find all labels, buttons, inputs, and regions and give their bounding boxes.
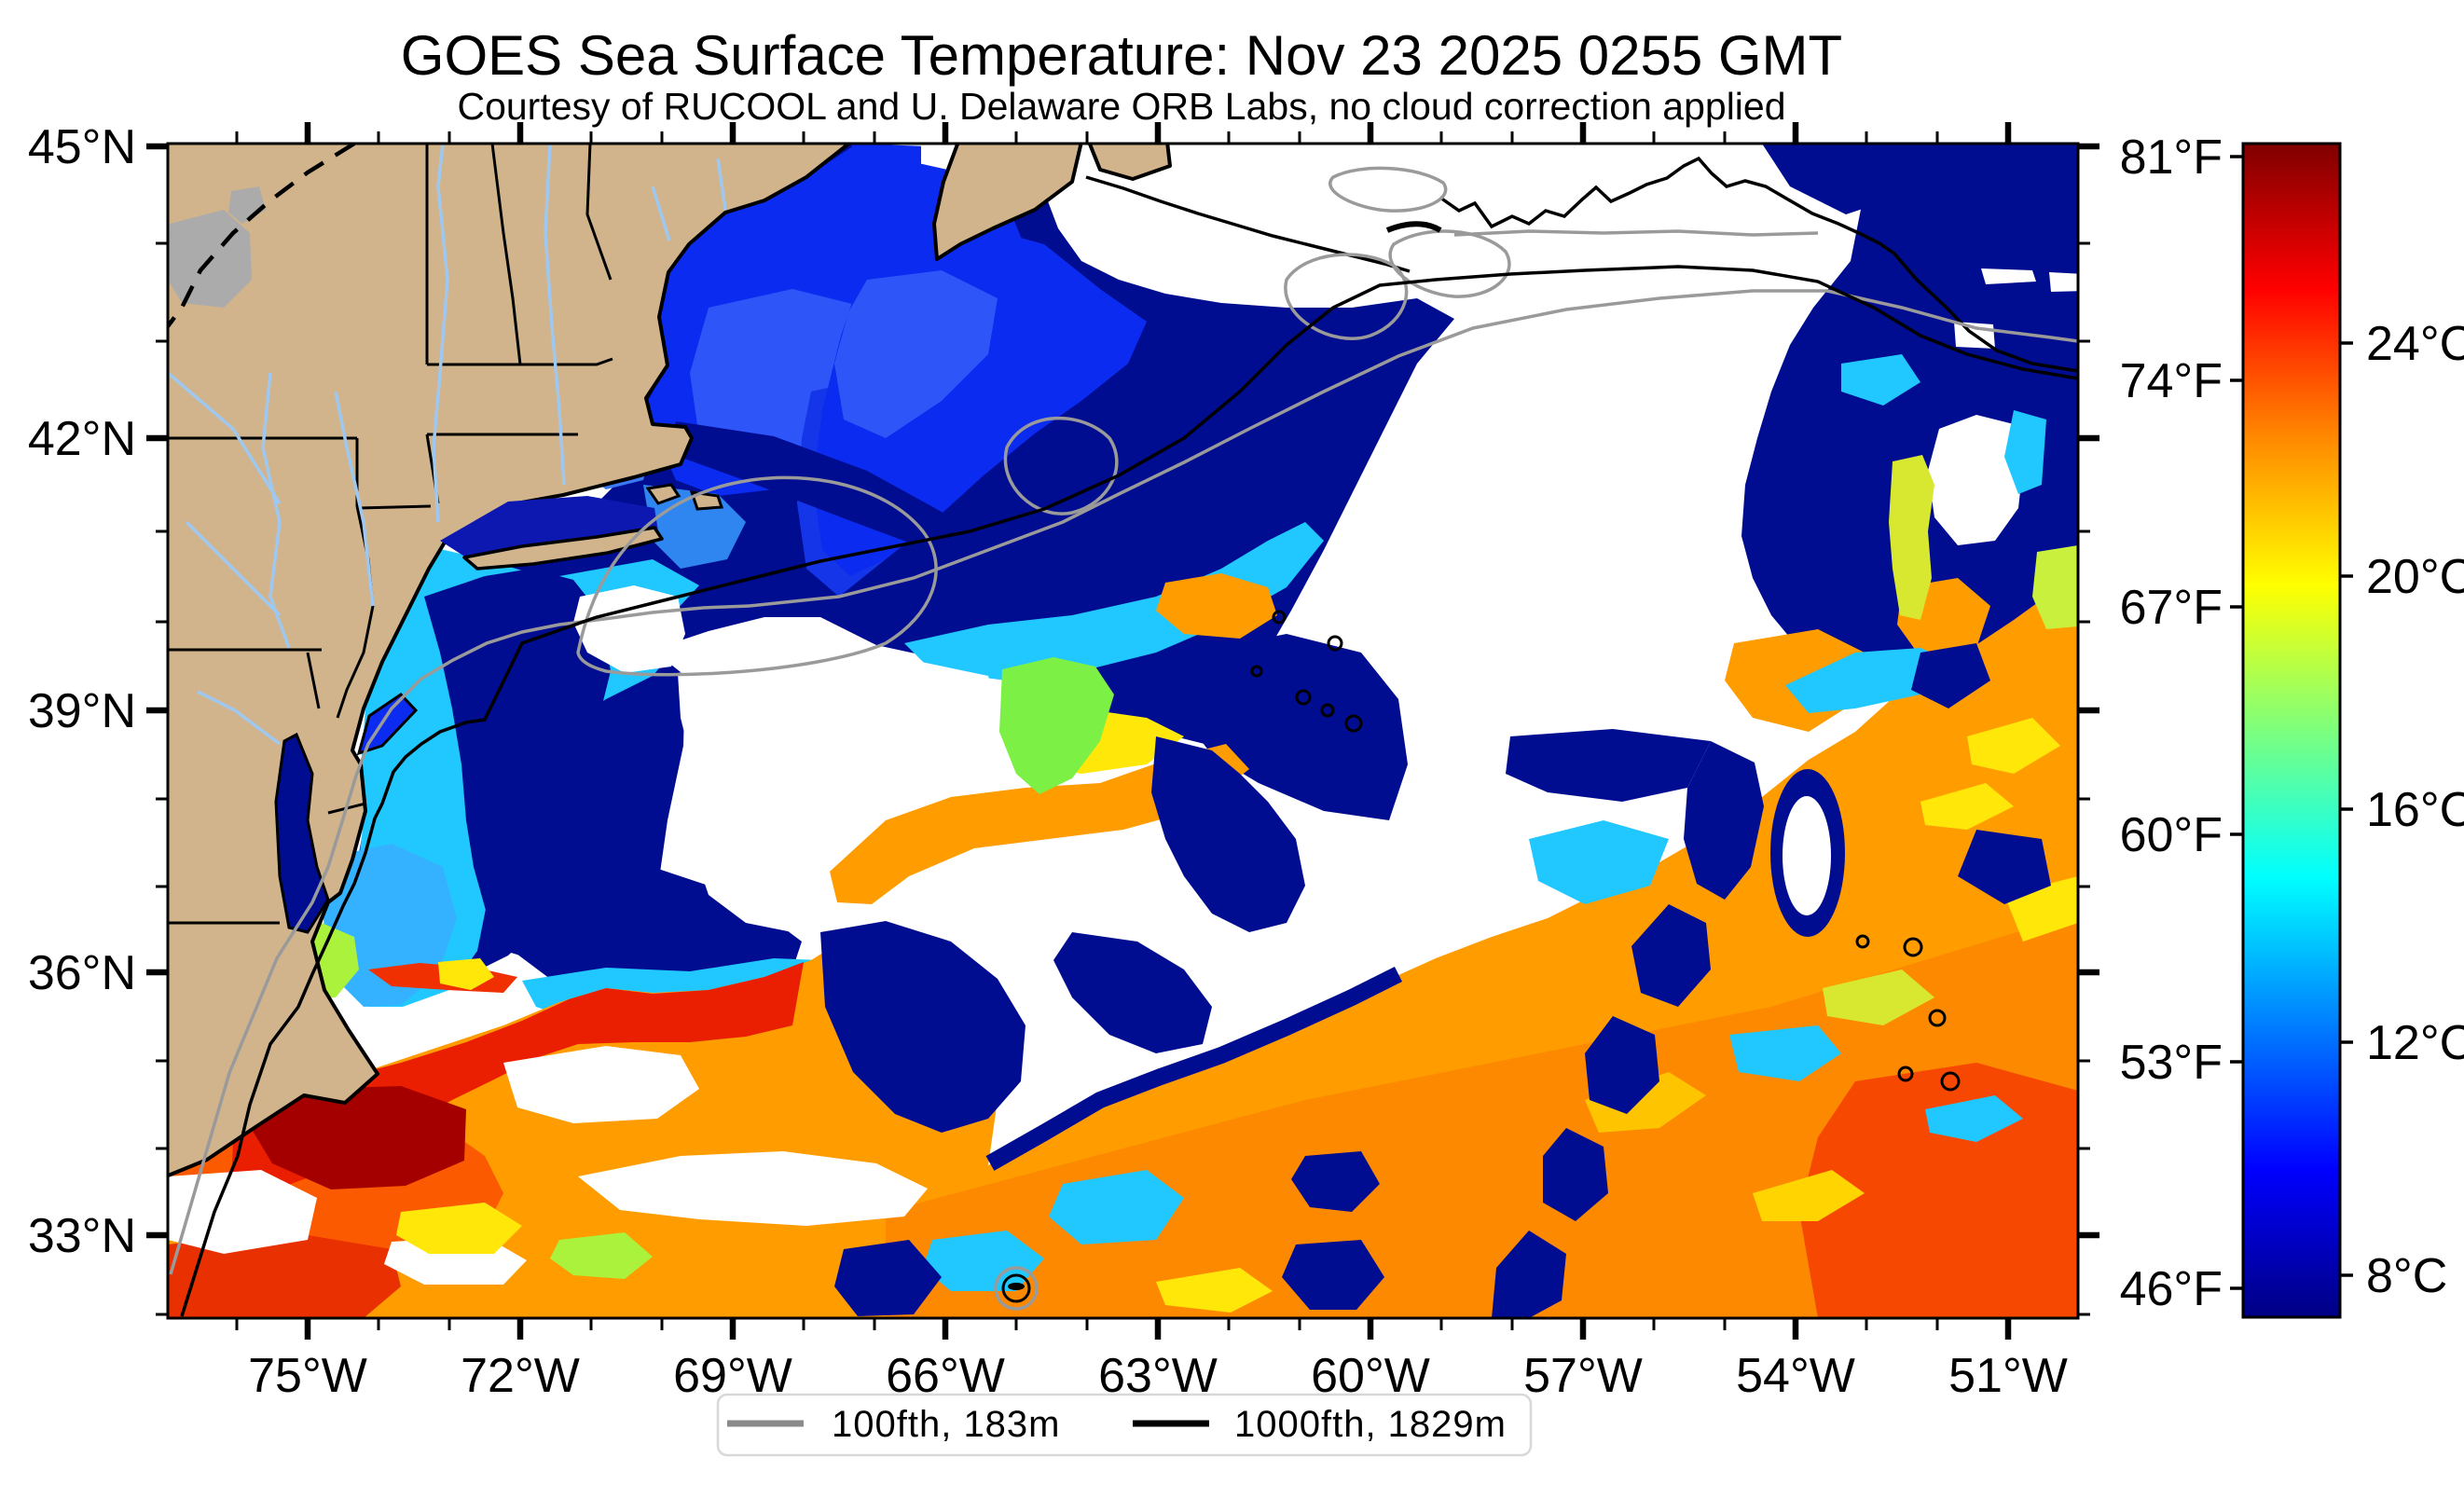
svg-text:60°F: 60°F bbox=[2120, 808, 2223, 862]
svg-text:46°F: 46°F bbox=[2120, 1262, 2223, 1316]
svg-text:36°N: 36°N bbox=[28, 946, 136, 1000]
svg-text:33°N: 33°N bbox=[28, 1209, 136, 1263]
svg-text:GOES Sea Surface Temperature:: GOES Sea Surface Temperature: Nov 23 202… bbox=[401, 24, 1842, 87]
svg-text:24°C: 24°C bbox=[2366, 317, 2464, 371]
svg-text:45°N: 45°N bbox=[28, 120, 136, 174]
svg-text:12°C: 12°C bbox=[2366, 1016, 2464, 1070]
svg-text:16°C: 16°C bbox=[2366, 783, 2464, 837]
svg-text:39°N: 39°N bbox=[28, 684, 136, 738]
svg-text:57°W: 57°W bbox=[1523, 1349, 1643, 1403]
svg-text:51°W: 51°W bbox=[1948, 1349, 2068, 1403]
svg-text:42°N: 42°N bbox=[28, 412, 136, 466]
svg-text:74°F: 74°F bbox=[2120, 354, 2223, 408]
svg-text:Courtesy of RUCOOL and U. Dela: Courtesy of RUCOOL and U. Delaware ORB L… bbox=[457, 85, 1785, 128]
svg-text:100fth, 183m: 100fth, 183m bbox=[832, 1404, 1061, 1445]
svg-text:75°W: 75°W bbox=[248, 1349, 367, 1403]
svg-text:72°W: 72°W bbox=[461, 1349, 580, 1403]
svg-text:8°C: 8°C bbox=[2366, 1249, 2447, 1303]
svg-text:1000fth, 1829m: 1000fth, 1829m bbox=[1234, 1404, 1507, 1445]
svg-text:81°F: 81°F bbox=[2120, 131, 2223, 185]
svg-text:20°C: 20°C bbox=[2366, 550, 2464, 604]
svg-text:67°F: 67°F bbox=[2120, 581, 2223, 635]
svg-text:53°F: 53°F bbox=[2120, 1036, 2223, 1090]
svg-text:54°W: 54°W bbox=[1736, 1349, 1855, 1403]
